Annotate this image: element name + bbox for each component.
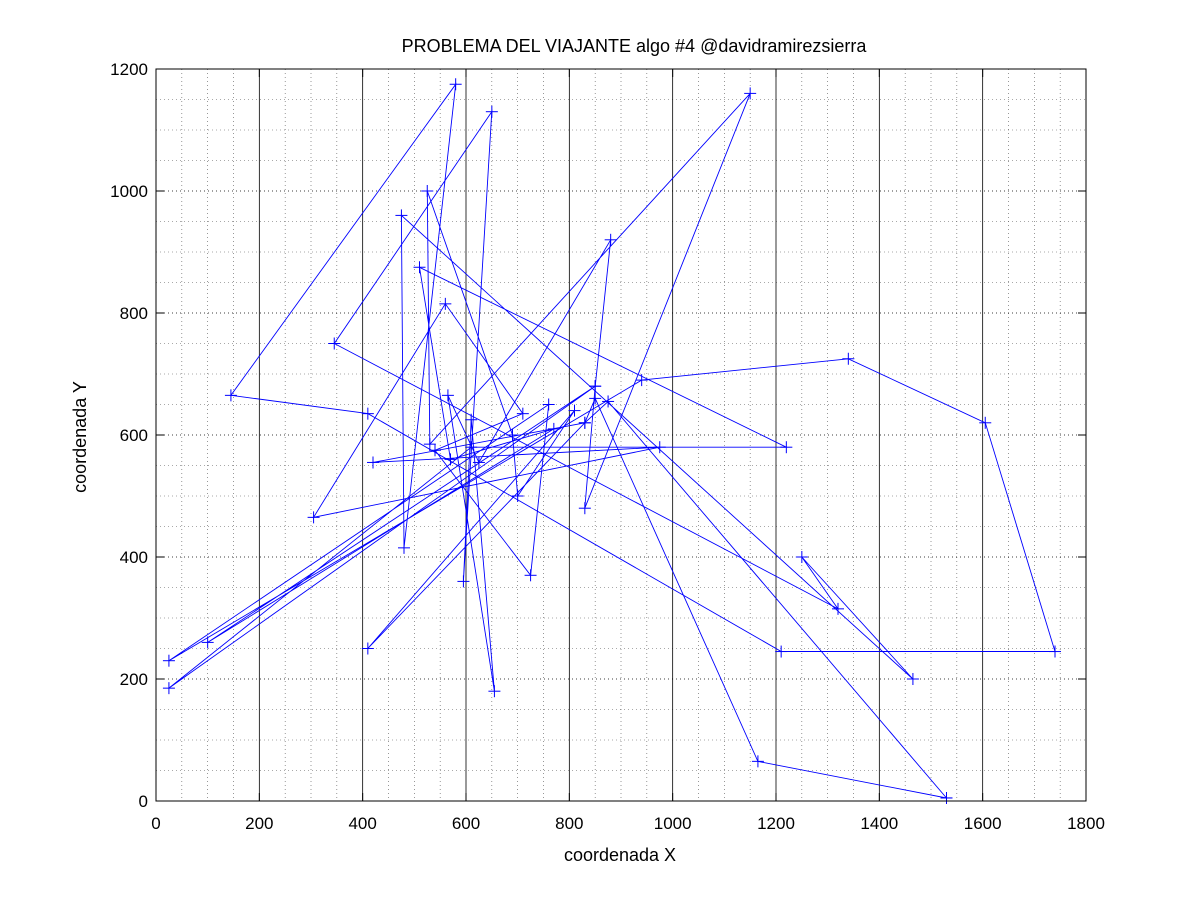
x-tick-label: 1000 <box>654 814 692 833</box>
city-marker <box>589 380 602 393</box>
city-marker <box>421 185 434 197</box>
city-marker <box>162 682 175 695</box>
city-marker <box>444 453 457 466</box>
x-tick-label: 600 <box>452 814 480 833</box>
city-marker <box>511 490 524 502</box>
chart-title: PROBLEMA DEL VIAJANTE algo #4 @davidrami… <box>402 36 868 56</box>
x-tick-label: 400 <box>348 814 376 833</box>
city-marker <box>842 352 855 365</box>
x-tick-label: 1800 <box>1067 814 1105 833</box>
y-tick-label: 1000 <box>110 182 148 201</box>
city-marker <box>524 569 537 582</box>
city-marker <box>547 422 560 435</box>
city-marker <box>589 392 602 405</box>
city-marker <box>472 456 485 469</box>
city-marker <box>367 456 379 469</box>
x-tick-label: 1200 <box>757 814 795 833</box>
city-marker <box>1049 645 1061 658</box>
city-marker <box>429 444 441 457</box>
city-marker <box>395 209 408 222</box>
y-tick-label: 600 <box>120 426 148 445</box>
x-axis-label: coordenada X <box>564 845 676 865</box>
city-marker <box>465 441 478 454</box>
city-marker <box>906 673 919 685</box>
city-marker <box>361 642 374 655</box>
city-marker <box>568 404 581 417</box>
city-marker <box>441 389 454 402</box>
y-tick-labels: 0 200 400 600 800 1000 1200 <box>110 60 148 811</box>
y-tick-label: 400 <box>120 548 148 567</box>
city-marker <box>578 416 591 429</box>
city-marker <box>780 441 793 454</box>
y-tick-label: 200 <box>120 670 148 689</box>
city-marker <box>940 791 953 804</box>
city-marker <box>795 551 808 563</box>
x-tick-label: 1600 <box>964 814 1002 833</box>
city-marker <box>328 337 341 350</box>
city-marker <box>635 374 648 387</box>
city-marker <box>439 297 452 310</box>
x-tick-label: 0 <box>151 814 160 833</box>
minor-grid <box>156 69 1086 801</box>
city-marker <box>485 105 498 118</box>
city-marker <box>488 685 501 698</box>
route-series <box>168 82 1056 799</box>
city-marker <box>979 416 992 429</box>
x-tick-label: 200 <box>245 814 273 833</box>
city-marker <box>307 511 320 524</box>
axis-ticks <box>155 68 1087 802</box>
route-markers <box>162 78 1061 804</box>
city-marker <box>744 87 757 100</box>
city-marker <box>361 407 374 420</box>
route-line <box>168 82 1056 799</box>
city-marker <box>449 78 462 91</box>
y-tick-label: 1200 <box>110 60 148 79</box>
city-marker <box>224 389 237 402</box>
city-marker <box>398 541 410 554</box>
y-axis-label: coordenada Y <box>70 381 90 493</box>
city-marker <box>506 429 519 441</box>
y-tick-label: 800 <box>120 304 148 323</box>
city-marker <box>751 755 764 768</box>
x-tick-label: 1400 <box>860 814 898 833</box>
x-tick-labels: 0 200 400 600 800 1000 1200 1400 1600 1800 <box>151 814 1105 833</box>
city-marker <box>604 233 617 246</box>
city-marker <box>423 438 436 451</box>
city-marker <box>542 398 555 411</box>
city-marker <box>516 407 529 420</box>
city-marker <box>602 395 615 408</box>
city-marker <box>201 636 214 649</box>
city-marker <box>457 575 470 588</box>
city-marker <box>162 654 175 667</box>
city-marker <box>578 502 591 515</box>
city-marker <box>775 645 788 658</box>
city-marker <box>465 413 478 426</box>
city-marker <box>832 602 844 615</box>
city-marker <box>653 441 666 454</box>
city-marker <box>413 261 426 274</box>
y-tick-label: 0 <box>139 792 148 811</box>
x-tick-label: 800 <box>555 814 583 833</box>
